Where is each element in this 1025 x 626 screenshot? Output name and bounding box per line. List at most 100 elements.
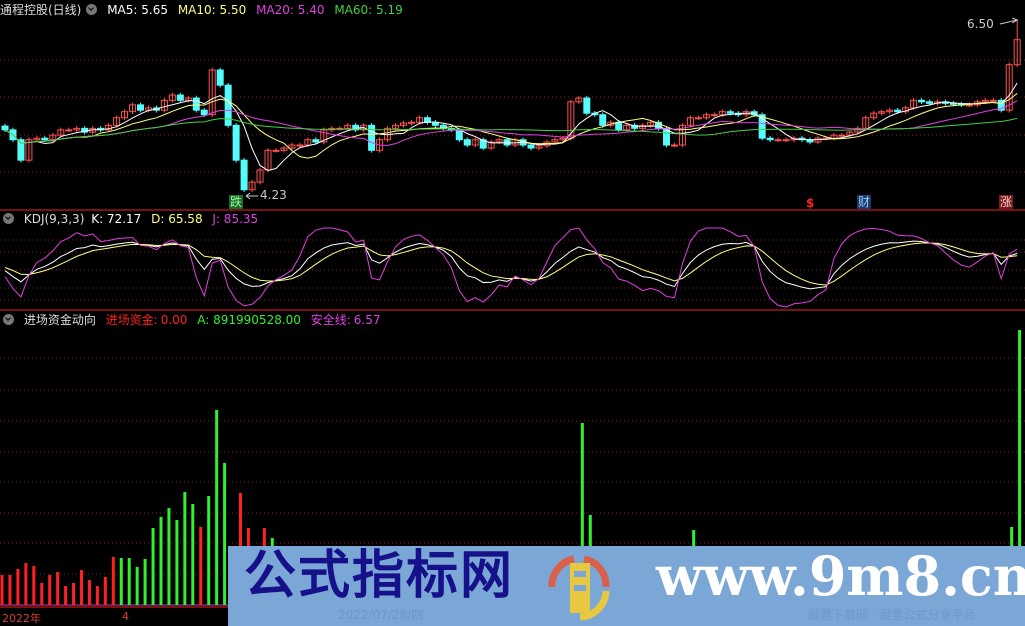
kdj-panel-header: KDJ(9,3,3) K: 72.17 D: 65.58 J: 85.35	[0, 211, 264, 227]
candle-down	[136, 104, 144, 111]
candle-up	[870, 112, 878, 119]
kdj-title: KDJ(9,3,3)	[23, 212, 85, 226]
fund-bar	[103, 577, 107, 605]
fund-bar	[199, 527, 203, 605]
finance-marker[interactable]: 财	[857, 195, 872, 209]
fund-bar	[64, 586, 68, 605]
candle-up	[878, 111, 886, 114]
candle-up	[774, 139, 782, 142]
candle-up	[487, 141, 495, 149]
candle-up	[320, 129, 328, 143]
candle-down	[17, 139, 25, 161]
candle-up	[989, 99, 997, 102]
fund-bar	[143, 559, 147, 605]
candle-up	[415, 117, 423, 123]
candle-down	[176, 94, 184, 101]
fund-bar	[223, 463, 227, 605]
fund-bar	[175, 520, 179, 605]
high-price-label: 6.50	[967, 17, 994, 31]
watermark-logo-icon	[548, 555, 610, 621]
candle-down	[527, 144, 535, 149]
fund-panel-header: 进场资金动向 进场资金: 0.00 A: 891990528.00 安全线: 6.5…	[0, 312, 393, 328]
candle-up	[168, 94, 176, 101]
price-panel-header: 通程控股(日线) MA5: 5.65 MA10: 5.50 MA20: 5.40…	[0, 2, 409, 18]
candle-up	[57, 129, 65, 136]
candle-up	[65, 129, 73, 132]
ma60-label: MA60: 5.19	[334, 3, 403, 17]
safe-label: 安全线:	[310, 313, 351, 327]
candle-up	[686, 117, 694, 126]
fund-bar	[580, 423, 584, 605]
kdj-j: J: 85.35	[212, 212, 259, 226]
candle-up	[575, 97, 583, 103]
axis-month-label: 4	[122, 610, 129, 623]
fund-bar	[111, 557, 115, 605]
candle-down	[312, 139, 320, 143]
candle-down	[503, 139, 511, 146]
fund-bar	[207, 496, 211, 605]
dollar-marker[interactable]: $	[806, 196, 815, 210]
candle-up	[639, 124, 647, 129]
fund-bar	[127, 558, 131, 605]
candle-down	[479, 139, 487, 149]
chevron-down-icon[interactable]	[86, 4, 98, 15]
fund-title: 进场资金动向	[23, 313, 96, 327]
candle-up	[551, 139, 559, 143]
candle-up	[886, 109, 894, 113]
candle-down	[583, 97, 591, 114]
fall-marker[interactable]: 跌	[229, 195, 244, 209]
ma20-label: MA20: 5.40	[256, 3, 325, 17]
candle-down	[463, 139, 471, 146]
candle-down	[631, 124, 639, 129]
candle-up	[113, 117, 121, 126]
ma20-line	[4, 100, 1018, 146]
candle-up	[296, 144, 304, 147]
fund-bar	[48, 575, 52, 605]
safe-value: 6.57	[353, 313, 381, 327]
candle-up	[400, 122, 407, 126]
candle-down	[232, 124, 240, 161]
ma10-line	[4, 93, 1018, 159]
candle-up	[129, 104, 137, 113]
fund-bar	[215, 410, 219, 605]
candle-down	[368, 124, 376, 151]
candle-up	[862, 117, 870, 129]
watermark-url: www.9m8.cn	[656, 544, 1025, 608]
kdj-k: K: 72.17	[91, 212, 142, 226]
candle-up	[73, 127, 81, 131]
fund-bar	[0, 575, 4, 605]
fund-bar	[24, 563, 28, 605]
rise-marker[interactable]: 涨	[999, 195, 1014, 209]
candle-up	[647, 121, 655, 126]
candle-up	[670, 144, 678, 147]
candle-up	[304, 139, 312, 146]
kdj-d: D: 65.58	[151, 212, 203, 226]
candle-up	[710, 114, 718, 117]
fund-bar	[183, 492, 187, 605]
entry-label: 进场资金:	[105, 313, 158, 327]
chevron-down-icon[interactable]	[3, 314, 14, 325]
chevron-down-icon[interactable]	[3, 213, 14, 224]
axis-year-label: 2022年	[2, 612, 41, 625]
fund-bar	[8, 575, 12, 605]
candle-down	[200, 109, 208, 116]
candle-up	[392, 124, 400, 129]
fund-bar	[40, 583, 44, 605]
candle-up	[33, 137, 41, 141]
fund-bar	[87, 580, 91, 605]
ma10-label: MA10: 5.50	[177, 3, 247, 17]
stock-title: 通程控股(日线)	[0, 3, 82, 17]
candle-down	[726, 111, 734, 114]
candle-up	[702, 114, 710, 119]
candle-up	[248, 181, 256, 191]
fund-bar	[80, 570, 83, 605]
high-arrow	[999, 17, 1019, 25]
candle-up	[344, 124, 352, 129]
ma60-line	[4, 117, 1018, 144]
candle-up	[782, 139, 790, 142]
candle-down	[663, 127, 671, 146]
candle-up	[25, 139, 33, 161]
watermark-site-name: 公式指标网	[244, 546, 515, 606]
candle-down	[997, 99, 1005, 111]
kdj-d-line	[4, 242, 1018, 286]
